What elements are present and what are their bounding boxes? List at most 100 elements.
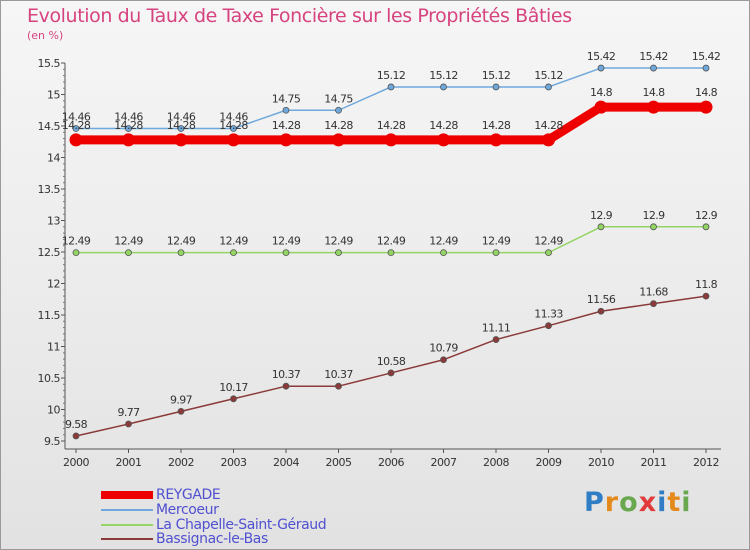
data-point-mercoeur	[177, 125, 185, 132]
data-point-la-chapelle	[545, 249, 552, 257]
data-point-reygade	[384, 133, 398, 147]
data-point-reygade	[279, 133, 293, 147]
data-label-reygade: 14.8	[590, 86, 613, 99]
data-point-reygade	[489, 133, 503, 147]
data-label-bassignac: 9.97	[170, 393, 193, 406]
data-label-reygade: 14.28	[377, 119, 406, 132]
data-label-reygade: 14.28	[114, 119, 143, 132]
data-label-mercoeur: 14.75	[272, 92, 301, 105]
legend-label-bassignac: Bassignac-le-Bas	[156, 531, 268, 547]
data-point-la-chapelle	[125, 249, 132, 257]
data-label-mercoeur: 15.42	[692, 50, 721, 63]
data-label-la-chapelle: 12.49	[377, 235, 406, 248]
data-label-la-chapelle: 12.49	[219, 235, 248, 248]
data-point-bassignac	[335, 382, 342, 390]
data-label-mercoeur: 15.12	[377, 69, 406, 82]
legend-label-reygade: REYGADE	[156, 487, 221, 503]
data-label-bassignac: 11.33	[534, 308, 563, 321]
x-tick-label: 2011	[641, 456, 667, 469]
data-label-la-chapelle: 12.49	[324, 235, 353, 248]
data-label-la-chapelle: 12.9	[695, 209, 718, 222]
y-tick-label: 15.5	[38, 57, 61, 70]
data-point-mercoeur	[702, 64, 710, 72]
data-point-mercoeur	[440, 83, 447, 91]
data-point-reygade	[437, 133, 450, 147]
data-point-bassignac	[440, 356, 447, 364]
y-tick-label: 9.5	[44, 435, 60, 448]
data-point-reygade	[227, 133, 240, 147]
data-point-bassignac	[125, 420, 132, 428]
data-label-mercoeur: 14.46	[219, 111, 248, 124]
data-point-reygade	[122, 133, 135, 147]
data-label-reygade: 14.28	[62, 119, 91, 132]
data-point-bassignac	[545, 322, 552, 330]
y-tick-label: 12	[47, 278, 60, 291]
data-point-bassignac	[230, 395, 237, 403]
data-label-mercoeur: 14.46	[167, 111, 196, 124]
data-label-mercoeur: 15.12	[429, 69, 458, 82]
data-point-la-chapelle	[387, 249, 395, 257]
data-point-la-chapelle	[282, 249, 290, 257]
data-label-la-chapelle: 12.49	[482, 235, 511, 248]
data-label-mercoeur: 15.42	[639, 50, 668, 63]
data-point-mercoeur	[72, 125, 80, 132]
data-label-la-chapelle: 12.49	[534, 235, 563, 248]
legend-swatch-la-chapelle	[101, 524, 153, 526]
x-tick-label: 2007	[431, 456, 457, 469]
x-tick-label: 2006	[378, 456, 404, 469]
data-label-la-chapelle: 12.9	[590, 209, 613, 222]
line-chart: 15.51514.51413.51312.51211.51110.5109.52…	[38, 50, 721, 469]
x-tick-label: 2008	[483, 456, 509, 469]
data-point-bassignac	[702, 292, 710, 300]
y-tick-label: 15	[47, 89, 60, 102]
data-label-bassignac: 10.58	[377, 355, 406, 368]
data-point-mercoeur	[230, 125, 237, 132]
data-label-mercoeur: 15.12	[534, 69, 563, 82]
x-tick-label: 2009	[536, 456, 562, 469]
data-label-reygade: 14.28	[534, 119, 563, 132]
data-label-mercoeur: 15.42	[587, 50, 616, 63]
data-label-mercoeur: 14.75	[324, 92, 353, 105]
data-label-bassignac: 10.37	[324, 368, 353, 381]
x-tick-label: 2010	[588, 456, 614, 469]
x-tick-label: 2005	[326, 456, 352, 469]
data-label-bassignac: 10.17	[219, 381, 248, 394]
legend-label-la-chapelle: La Chapelle-Saint-Géraud	[156, 517, 327, 533]
y-tick-label: 14	[47, 152, 60, 165]
data-label-la-chapelle: 12.49	[114, 235, 143, 248]
data-point-la-chapelle	[72, 249, 80, 257]
data-label-bassignac: 9.77	[117, 406, 140, 419]
data-point-mercoeur	[545, 83, 552, 91]
data-point-la-chapelle	[702, 223, 710, 231]
data-point-la-chapelle	[230, 249, 237, 257]
y-tick-label: 11	[47, 341, 60, 354]
data-point-la-chapelle	[650, 223, 657, 231]
data-point-reygade	[594, 100, 608, 114]
data-label-reygade: 14.28	[324, 119, 353, 132]
data-label-la-chapelle: 12.49	[62, 235, 91, 248]
data-point-reygade	[174, 133, 188, 147]
x-tick-label: 2012	[693, 456, 719, 469]
data-point-mercoeur	[387, 83, 395, 91]
x-tick-label: 2001	[116, 456, 142, 469]
data-label-bassignac: 11.56	[587, 293, 616, 306]
data-label-reygade: 14.8	[695, 86, 718, 99]
y-tick-label: 10	[47, 404, 60, 417]
data-point-bassignac	[492, 336, 500, 343]
data-label-bassignac: 10.37	[272, 368, 301, 381]
data-label-la-chapelle: 12.49	[167, 235, 196, 248]
data-point-mercoeur	[650, 64, 657, 72]
data-label-bassignac: 9.58	[65, 418, 88, 431]
y-tick-label: 11.5	[38, 309, 61, 322]
data-label-mercoeur: 14.46	[62, 111, 91, 124]
y-tick-label: 13.5	[38, 183, 61, 196]
data-point-reygade	[332, 133, 345, 147]
proxiti-logo: Proxiti	[584, 487, 692, 518]
data-point-mercoeur	[125, 125, 132, 132]
data-label-la-chapelle: 12.9	[642, 209, 665, 222]
y-tick-label: 12.5	[38, 246, 61, 259]
data-point-la-chapelle	[597, 223, 605, 231]
data-point-reygade	[647, 100, 660, 114]
data-label-reygade: 14.28	[429, 119, 458, 132]
